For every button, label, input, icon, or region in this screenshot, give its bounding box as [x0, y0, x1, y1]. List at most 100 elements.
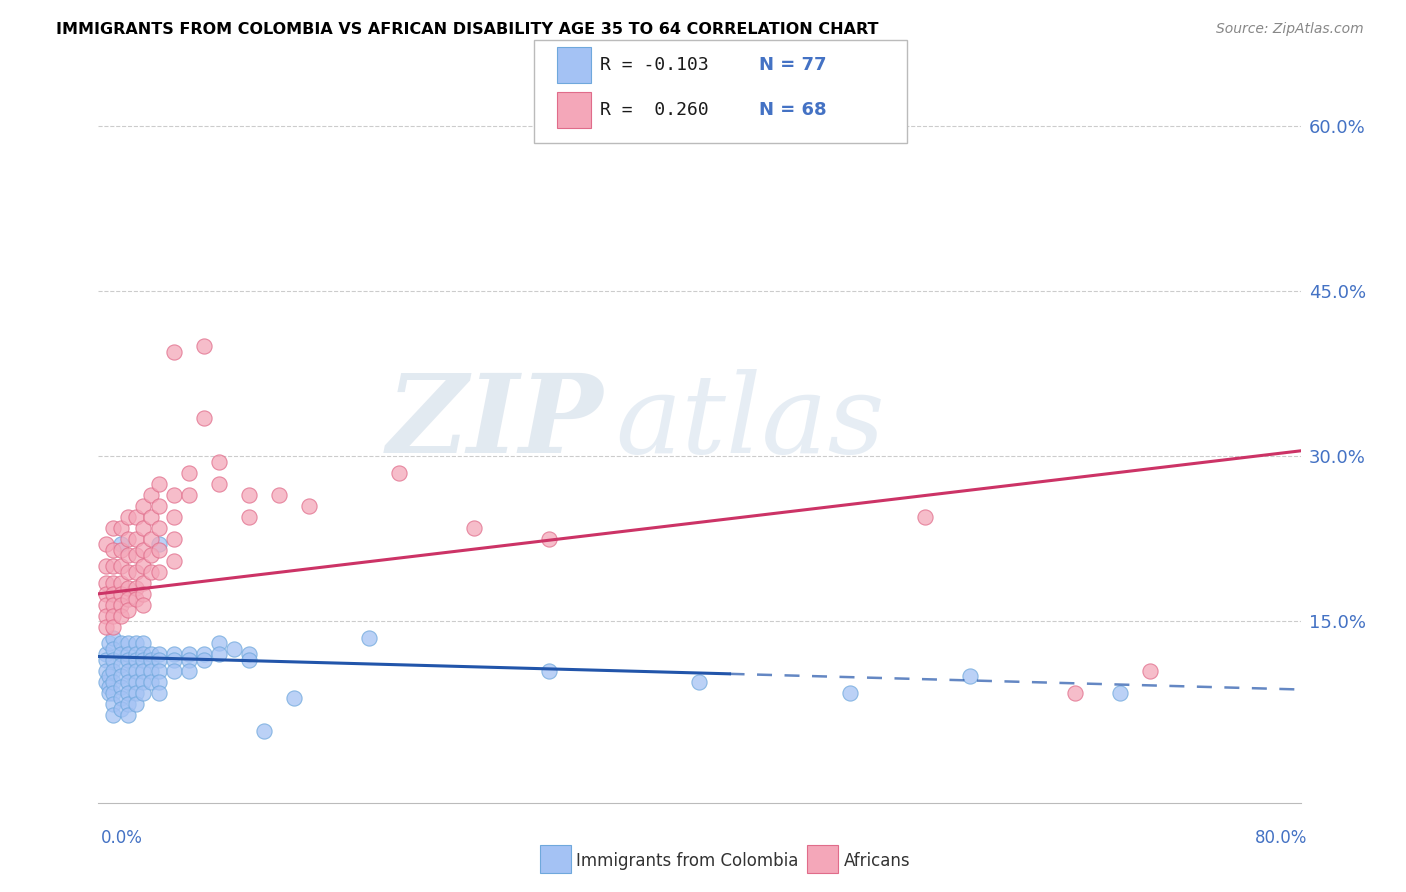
Point [110, 648, 132, 662]
Point [125, 592, 148, 607]
Point [132, 587, 155, 601]
Point [125, 565, 148, 579]
Point [148, 648, 170, 662]
Point [132, 559, 155, 574]
Point [117, 582, 139, 596]
Point [117, 697, 139, 711]
Text: R =  0.260: R = 0.260 [600, 101, 709, 119]
Point [148, 664, 170, 678]
Point [132, 686, 155, 700]
Point [689, 674, 711, 689]
Point [117, 648, 139, 662]
Point [125, 686, 148, 700]
Point [117, 653, 139, 667]
Point [148, 542, 170, 557]
Point [94, 537, 117, 551]
Point [162, 648, 184, 662]
Point [94, 664, 117, 678]
Point [103, 664, 125, 678]
Point [148, 476, 170, 491]
Point [117, 549, 139, 563]
Point [110, 702, 132, 716]
Point [117, 603, 139, 617]
Point [177, 664, 200, 678]
Point [117, 636, 139, 650]
Point [177, 488, 200, 502]
Point [298, 499, 321, 513]
Point [94, 598, 117, 612]
Point [103, 559, 125, 574]
Text: ZIP: ZIP [387, 368, 603, 476]
Point [238, 648, 260, 662]
Point [103, 521, 125, 535]
Point [238, 509, 260, 524]
Point [132, 598, 155, 612]
Point [222, 641, 245, 656]
Point [94, 587, 117, 601]
Point [193, 410, 215, 425]
Point [110, 669, 132, 683]
Point [177, 466, 200, 480]
Point [110, 681, 132, 695]
Point [162, 653, 184, 667]
Point [193, 648, 215, 662]
Point [117, 592, 139, 607]
Point [110, 658, 132, 673]
Text: Source: ZipAtlas.com: Source: ZipAtlas.com [1216, 22, 1364, 37]
Point [125, 582, 148, 596]
Point [193, 653, 215, 667]
Point [959, 669, 981, 683]
Point [117, 565, 139, 579]
Point [139, 532, 162, 546]
Point [103, 608, 125, 623]
Point [117, 509, 139, 524]
Point [538, 664, 561, 678]
Point [162, 532, 184, 546]
Point [132, 521, 155, 535]
Point [110, 598, 132, 612]
Point [139, 549, 162, 563]
Point [94, 648, 117, 662]
Point [1139, 664, 1161, 678]
Point [97, 636, 120, 650]
Point [103, 707, 125, 722]
Point [103, 686, 125, 700]
Point [148, 565, 170, 579]
Point [103, 575, 125, 590]
Point [94, 575, 117, 590]
Point [148, 653, 170, 667]
Point [97, 681, 120, 695]
Point [125, 636, 148, 650]
Point [132, 664, 155, 678]
Point [148, 537, 170, 551]
Point [97, 686, 120, 700]
Point [94, 653, 117, 667]
Point [538, 532, 561, 546]
Point [110, 691, 132, 706]
Point [125, 674, 148, 689]
Point [94, 608, 117, 623]
Point [148, 686, 170, 700]
Point [139, 565, 162, 579]
Point [139, 648, 162, 662]
Point [110, 587, 132, 601]
Point [139, 653, 162, 667]
Point [208, 455, 231, 469]
Point [139, 674, 162, 689]
Point [838, 686, 860, 700]
Point [117, 674, 139, 689]
Point [125, 648, 148, 662]
Text: IMMIGRANTS FROM COLOMBIA VS AFRICAN DISABILITY AGE 35 TO 64 CORRELATION CHART: IMMIGRANTS FROM COLOMBIA VS AFRICAN DISA… [56, 22, 879, 37]
Point [94, 674, 117, 689]
Point [132, 648, 155, 662]
Point [139, 664, 162, 678]
Point [463, 521, 485, 535]
Text: Africans: Africans [844, 852, 910, 870]
Point [208, 636, 231, 650]
Point [139, 488, 162, 502]
Point [283, 691, 305, 706]
Point [125, 532, 148, 546]
Point [117, 532, 139, 546]
Text: N = 68: N = 68 [759, 101, 827, 119]
Point [238, 653, 260, 667]
